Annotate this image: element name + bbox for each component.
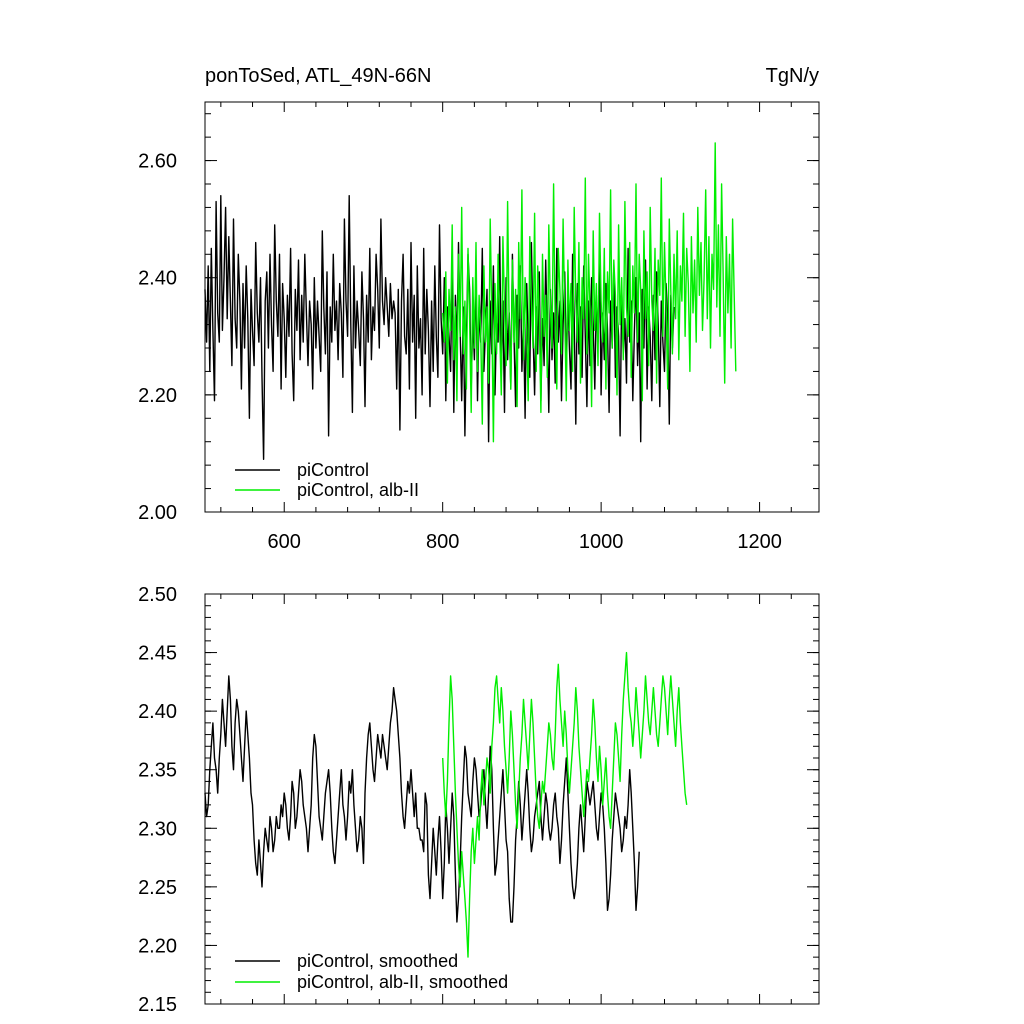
legend-label-picontrol-alb-ii-smoothed: piControl, alb-II, smoothed <box>297 972 508 992</box>
legend-label-picontrol-smoothed: piControl, smoothed <box>297 951 458 971</box>
chart-panel-top: ponToSed, ATL_49N-66N TgN/y 600 800 1000 12… <box>138 65 820 553</box>
y-tick-label: 2.40 <box>138 268 177 290</box>
series-line-picontrol-alb-ii <box>442 142 737 443</box>
y-tick-label: 2.25 <box>138 877 177 899</box>
series-group <box>204 142 737 460</box>
y-tick-label: 2.40 <box>138 701 177 723</box>
y-tick-label: 2.45 <box>138 643 177 665</box>
chart-title: ponToSed, ATL_49N-66N <box>205 65 431 87</box>
y-tick-label: 2.35 <box>138 760 177 782</box>
series-group <box>204 651 688 958</box>
y-tick-label: 2.30 <box>138 818 177 840</box>
y-tick-label: 2.60 <box>138 151 177 173</box>
legend-label-picontrol: piControl <box>297 460 369 480</box>
y-tick-label: 2.20 <box>138 935 177 957</box>
tick-group: 600 800 1000 1200 2.00 2.20 2.40 2.60 <box>138 102 819 553</box>
legend: piControl piControl, alb-II <box>235 460 419 500</box>
y-tick-label: 2.00 <box>138 502 177 524</box>
tick-group: 2.15 2.20 2.25 2.30 2.35 2.40 2.45 2.50 <box>138 584 819 1016</box>
x-tick-label: 600 <box>268 531 301 553</box>
series-line-picontrol-smoothed <box>204 675 640 923</box>
x-tick-label: 800 <box>426 531 459 553</box>
y-tick-label: 2.50 <box>138 584 177 606</box>
chart-units: TgN/y <box>766 65 819 87</box>
legend: piControl, smoothed piControl, alb-II, s… <box>235 951 508 992</box>
x-tick-label: 1200 <box>737 531 782 553</box>
chart-panel-bottom: 2.15 2.20 2.25 2.30 2.35 2.40 2.45 2.50 piContr… <box>138 584 820 1016</box>
x-tick-label: 1000 <box>579 531 624 553</box>
series-line-picontrol <box>204 194 675 460</box>
y-tick-label: 2.20 <box>138 385 177 407</box>
plot-frame <box>204 593 820 1005</box>
y-tick-label: 2.15 <box>138 994 177 1016</box>
series-line-picontrol-alb-ii-smoothed <box>442 651 688 958</box>
legend-label-picontrol-alb-ii: piControl, alb-II <box>297 480 419 500</box>
